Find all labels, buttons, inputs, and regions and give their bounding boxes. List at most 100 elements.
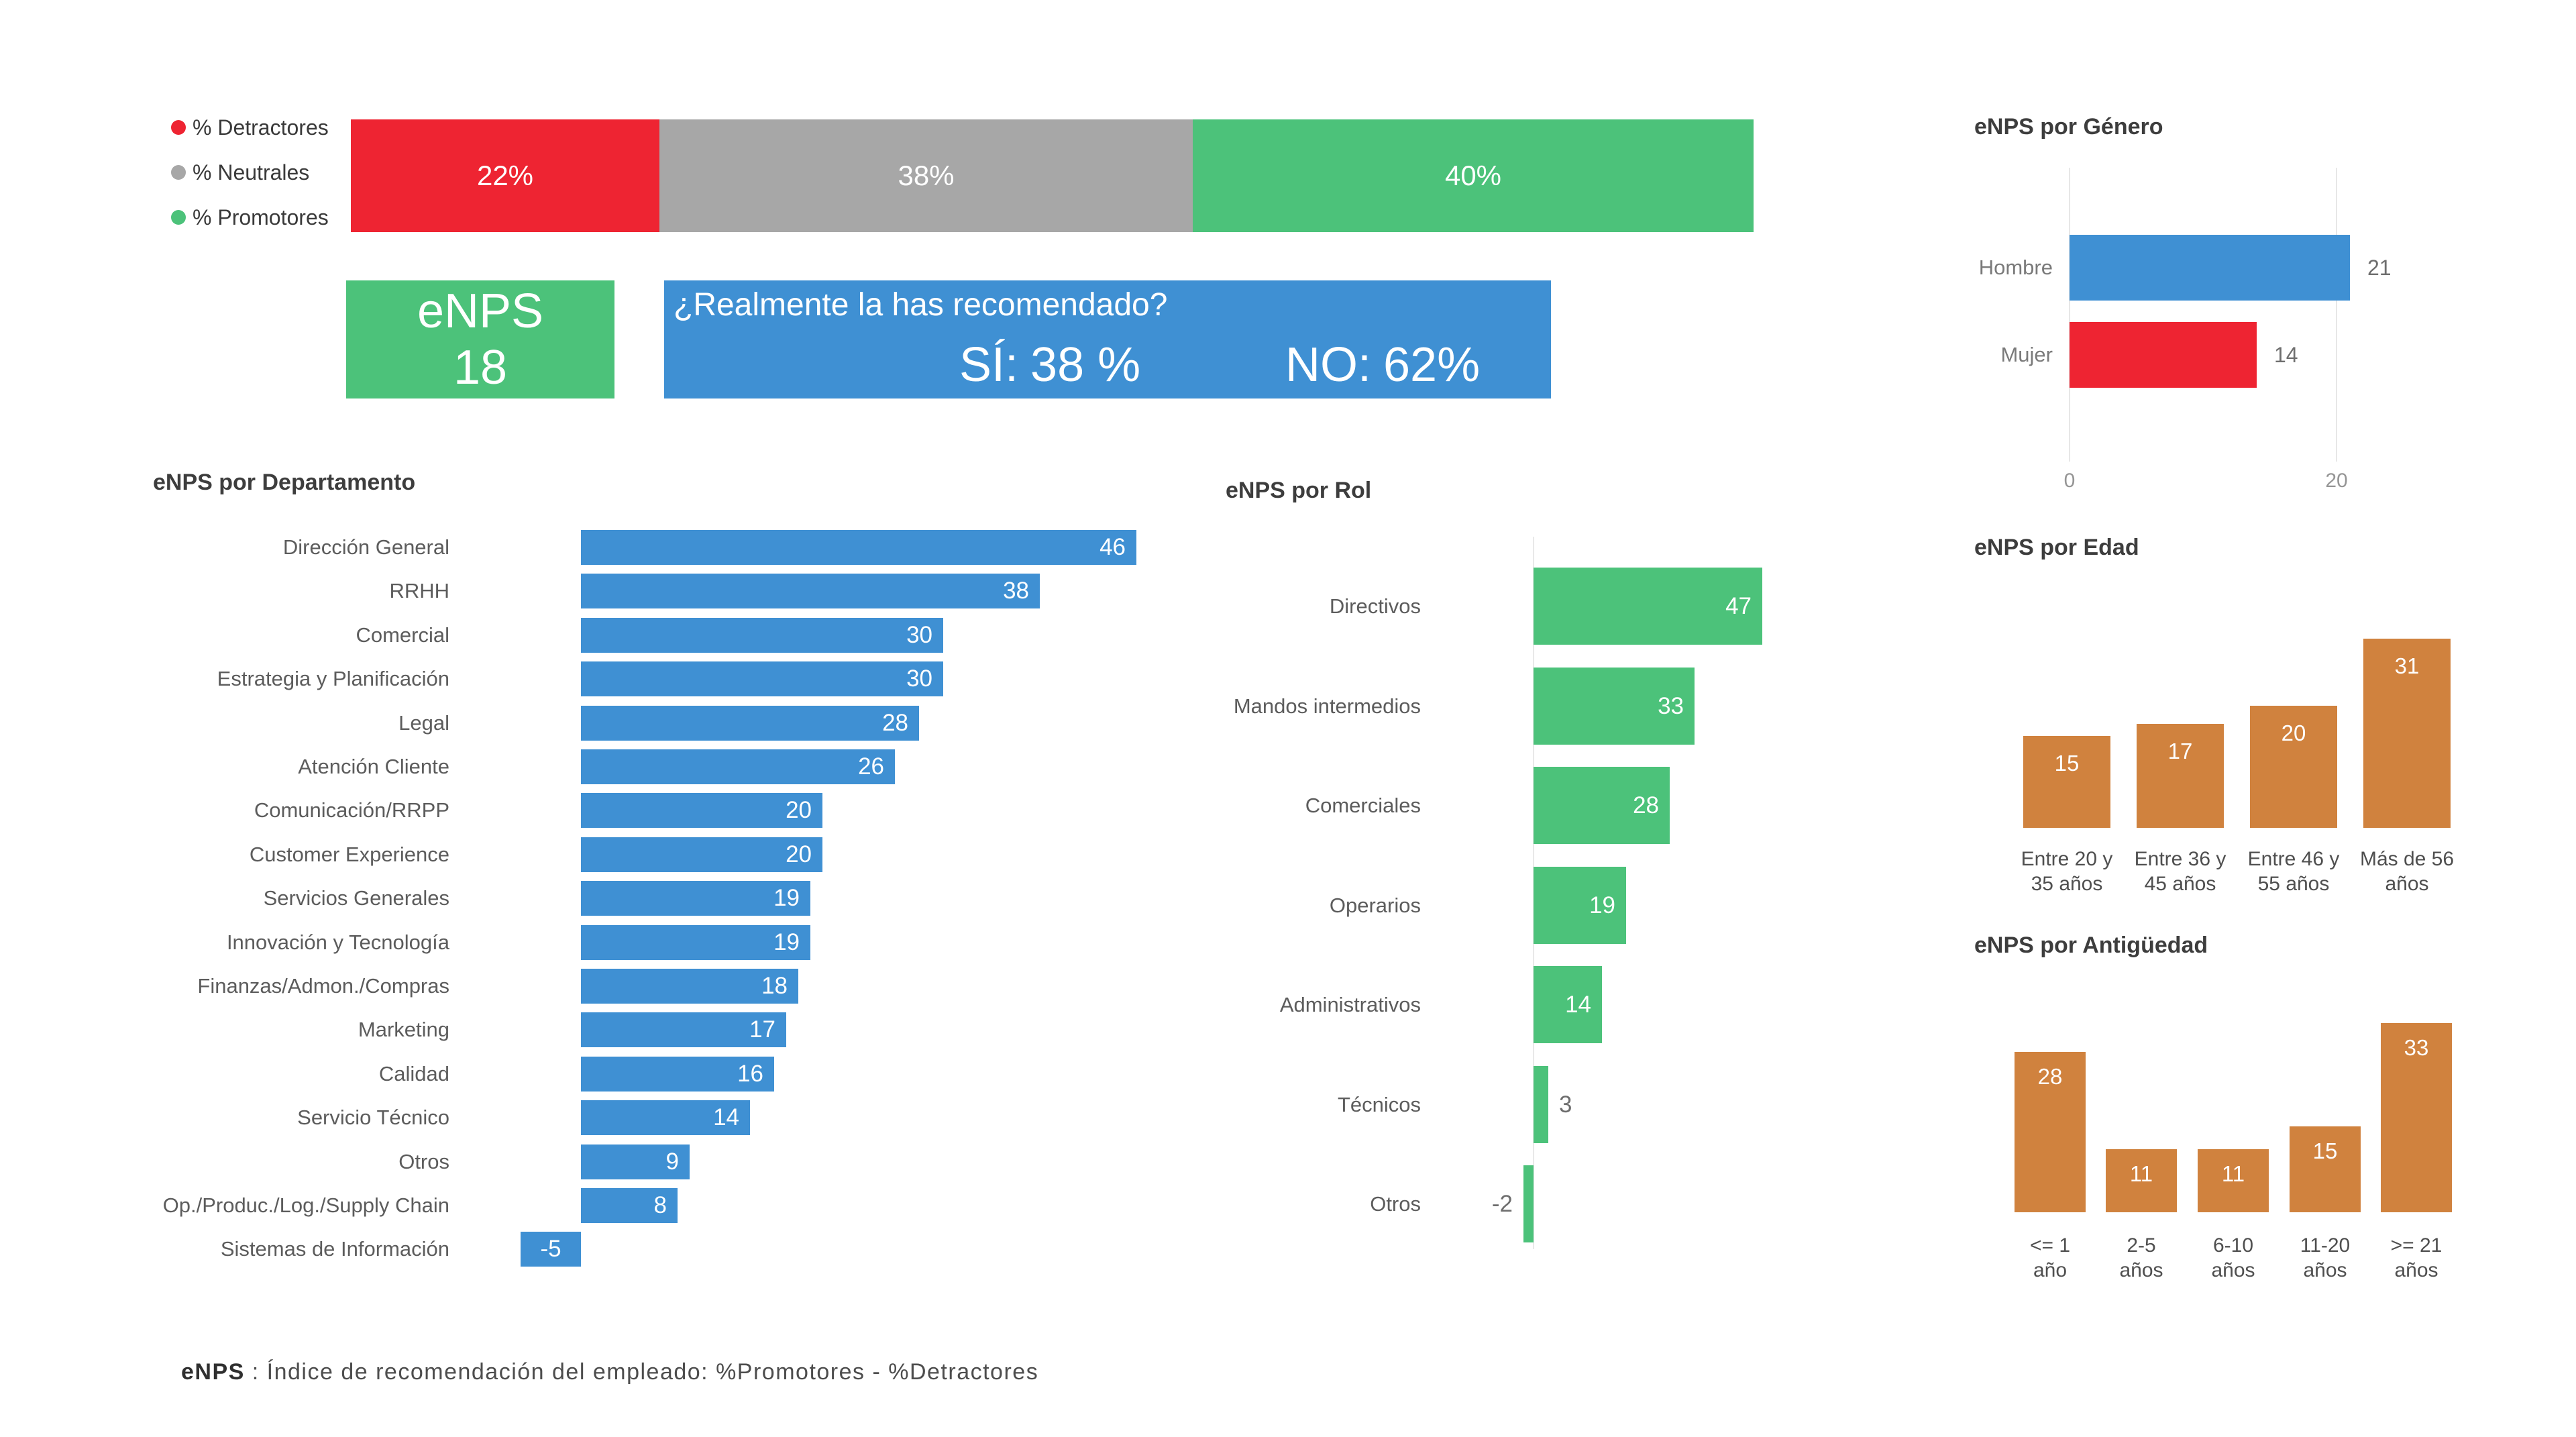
antiguedad-category-label: 2-5 años bbox=[2119, 1233, 2163, 1283]
enps-score-card[interactable]: eNPS 18 bbox=[346, 280, 614, 398]
antiguedad-bar[interactable]: 11 bbox=[2106, 1149, 2177, 1212]
departamento-bar[interactable] bbox=[521, 1232, 581, 1267]
legend-item-1[interactable]: % Detractores bbox=[171, 115, 329, 140]
rol-bar-label: Técnicos bbox=[1337, 1093, 1421, 1116]
edad-bar[interactable]: 15 bbox=[2023, 736, 2110, 828]
legend-dot-icon bbox=[171, 120, 186, 135]
rol-bar[interactable] bbox=[1523, 1165, 1534, 1242]
departamento-bar[interactable] bbox=[581, 925, 810, 960]
edad-bar[interactable]: 31 bbox=[2363, 639, 2451, 828]
departamento-bar-label: Comunicación/RRPP bbox=[254, 798, 449, 822]
antiguedad-bar[interactable]: 33 bbox=[2381, 1023, 2452, 1212]
legend-item-label: % Detractores bbox=[193, 115, 329, 140]
genero-bar[interactable] bbox=[2070, 235, 2350, 301]
rol-bar-label: Operarios bbox=[1329, 894, 1421, 917]
legend-item-3[interactable]: % Promotores bbox=[171, 205, 329, 229]
genero-chart-title: eNPS por Género bbox=[1974, 114, 2163, 140]
recommendation-question-card[interactable]: ¿Realmente la has recomendado? SÍ: 38 % … bbox=[664, 280, 1551, 398]
departamento-bar[interactable] bbox=[581, 1145, 690, 1179]
edad-bar[interactable]: 17 bbox=[2137, 724, 2224, 828]
no-label: NO: bbox=[1285, 338, 1372, 392]
antiguedad-category-line: 2-5 bbox=[2127, 1234, 2156, 1257]
antiguedad-category-line: año bbox=[2033, 1259, 2068, 1281]
rol-bar[interactable] bbox=[1534, 568, 1762, 645]
departamento-bar[interactable] bbox=[581, 749, 895, 784]
departamento-bar-label: Servicio Técnico bbox=[297, 1106, 449, 1129]
departamento-bar[interactable] bbox=[581, 1100, 750, 1135]
edad-category-line: Entre 20 y bbox=[2021, 848, 2113, 870]
departamento-bar[interactable] bbox=[581, 881, 810, 916]
edad-bar-value: 31 bbox=[2394, 653, 2420, 678]
no-value: 62% bbox=[1383, 338, 1481, 392]
departamento-bar[interactable] bbox=[581, 1012, 786, 1047]
legend-item-2[interactable]: % Neutrales bbox=[171, 160, 309, 184]
departamento-bar[interactable] bbox=[581, 1057, 774, 1092]
departamento-bar[interactable] bbox=[581, 1188, 678, 1223]
edad-category-label: Más de 56 años bbox=[2360, 847, 2454, 896]
genero-bar[interactable] bbox=[2070, 322, 2257, 388]
legend-dot-icon bbox=[171, 165, 186, 180]
edad-category-line: Entre 36 y bbox=[2134, 848, 2226, 870]
departamento-bar-label: Estrategia y Planificación bbox=[217, 667, 449, 690]
departamento-bar[interactable] bbox=[581, 793, 822, 828]
nps-distribution-bar: 22% 38% 40% bbox=[351, 119, 1754, 232]
antiguedad-bar-value: 11 bbox=[2129, 1161, 2153, 1186]
antiguedad-category-line: años bbox=[2211, 1259, 2255, 1281]
footnote-term: eNPS bbox=[181, 1359, 245, 1385]
yes-answer: SÍ: 38 % bbox=[959, 338, 1140, 392]
rol-bar-label: Comerciales bbox=[1305, 794, 1421, 817]
departamento-bar-label: Op./Produc./Log./Supply Chain bbox=[162, 1193, 449, 1217]
rol-bar-value: 14 bbox=[1565, 992, 1591, 1018]
departamento-bar[interactable] bbox=[581, 837, 822, 872]
antiguedad-category-label: <= 1 año bbox=[2030, 1233, 2070, 1283]
departamento-bar[interactable] bbox=[581, 618, 943, 653]
antiguedad-bar-value: 15 bbox=[2312, 1138, 2338, 1163]
departamento-bar[interactable] bbox=[581, 969, 798, 1004]
edad-category-label: Entre 20 y 35 años bbox=[2021, 847, 2113, 896]
edad-bar[interactable]: 20 bbox=[2250, 706, 2337, 828]
rol-bar-value: 3 bbox=[1559, 1092, 1572, 1118]
enps-score-value: 18 bbox=[453, 341, 508, 394]
edad-bar-value: 20 bbox=[2281, 721, 2306, 745]
departamento-bar-value: 46 bbox=[1099, 534, 1126, 560]
genero-gridline-0 bbox=[2069, 168, 2070, 462]
distribution-segment-red[interactable]: 22% bbox=[351, 119, 659, 232]
genero-bar-value: 21 bbox=[2367, 256, 2392, 280]
antiguedad-bar[interactable]: 11 bbox=[2198, 1149, 2269, 1212]
departamento-bar[interactable] bbox=[581, 661, 943, 696]
antiguedad-category-line: años bbox=[2119, 1259, 2163, 1281]
departamento-bar-value: 9 bbox=[665, 1149, 679, 1175]
rol-bar[interactable] bbox=[1534, 668, 1695, 745]
antiguedad-category-line: <= 1 bbox=[2029, 1234, 2071, 1257]
departamento-bar-label: Finanzas/Admon./Compras bbox=[197, 974, 449, 998]
distribution-segment-green[interactable]: 40% bbox=[1193, 119, 1754, 232]
antiguedad-bar[interactable]: 15 bbox=[2290, 1126, 2361, 1212]
antiguedad-category-line: años bbox=[2394, 1259, 2438, 1281]
departamento-bar[interactable] bbox=[581, 706, 919, 741]
departamento-bar-value: 20 bbox=[786, 797, 812, 823]
departamento-bar-label: Sistemas de Información bbox=[220, 1237, 449, 1261]
rol-bar[interactable] bbox=[1534, 1066, 1548, 1143]
antiguedad-category-label: 6-10 años bbox=[2211, 1233, 2255, 1283]
departamento-bar[interactable] bbox=[581, 574, 1040, 608]
rol-bar-label: Directivos bbox=[1329, 594, 1421, 618]
edad-category-line: 55 años bbox=[2257, 873, 2330, 895]
departamento-bar[interactable] bbox=[581, 530, 1136, 565]
footnote-text: : Índice de recomendación del empleado: … bbox=[244, 1359, 1039, 1385]
rol-bar[interactable] bbox=[1534, 867, 1626, 944]
edad-bar-value: 17 bbox=[2167, 739, 2193, 763]
edad-category-line: años bbox=[2385, 873, 2429, 895]
rol-bar-label: Administrativos bbox=[1279, 993, 1421, 1016]
legend-dot-icon bbox=[171, 210, 186, 225]
antiguedad-bar[interactable]: 28 bbox=[2015, 1052, 2086, 1212]
departamento-bar-value: 28 bbox=[882, 710, 908, 736]
rol-bar[interactable] bbox=[1534, 767, 1670, 844]
enps-score-title: eNPS bbox=[417, 284, 544, 338]
departamento-bar-value: 26 bbox=[858, 753, 884, 780]
question-text: ¿Realmente la has recomendado? bbox=[674, 287, 1168, 323]
genero-bar-label: Hombre bbox=[1978, 256, 2053, 279]
rol-bar[interactable] bbox=[1534, 966, 1602, 1043]
departamento-bar-value: 30 bbox=[906, 666, 932, 692]
antiguedad-category-line: 6-10 bbox=[2212, 1234, 2254, 1257]
distribution-segment-gray[interactable]: 38% bbox=[659, 119, 1193, 232]
